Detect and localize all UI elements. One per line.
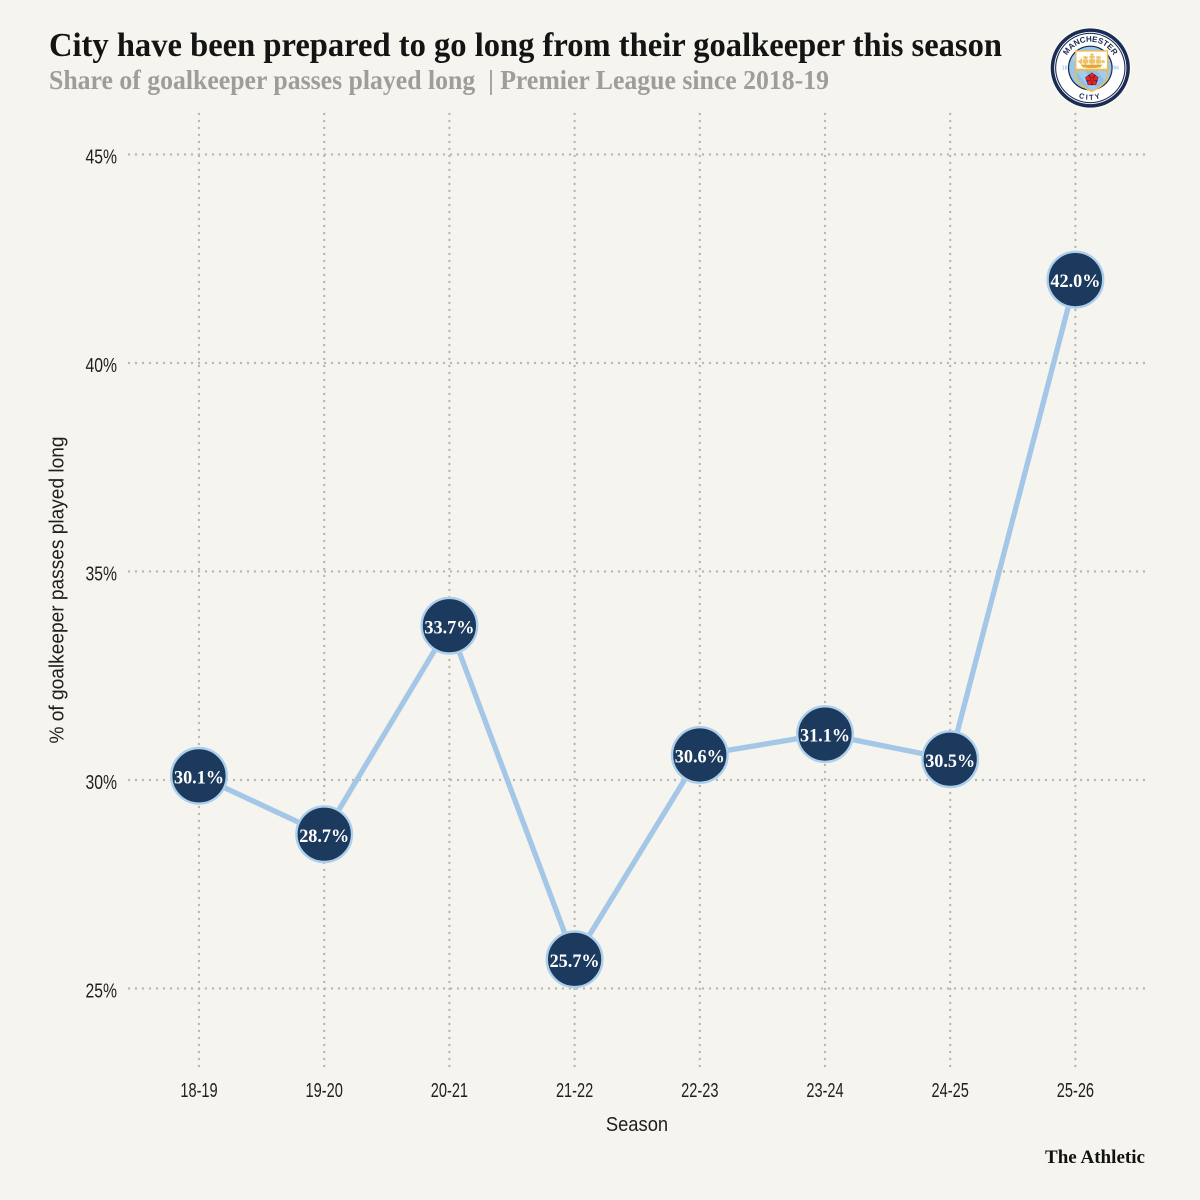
svg-text:24-25: 24-25 <box>932 1080 969 1102</box>
svg-text:30.6%: 30.6% <box>675 747 725 768</box>
svg-text:33.7%: 33.7% <box>424 617 474 638</box>
svg-text:45%: 45% <box>86 147 118 169</box>
svg-text:25.7%: 25.7% <box>550 951 600 972</box>
svg-text:25-26: 25-26 <box>1057 1080 1094 1102</box>
svg-text:Season: Season <box>606 1113 668 1136</box>
svg-text:22-23: 22-23 <box>681 1080 718 1102</box>
svg-text:% of goalkeeper passes played: % of goalkeeper passes played long <box>47 437 69 744</box>
svg-text:31.1%: 31.1% <box>800 726 850 747</box>
svg-text:30.5%: 30.5% <box>925 751 975 772</box>
svg-text:CITY: CITY <box>1078 91 1103 102</box>
svg-text:94: 94 <box>1113 66 1119 72</box>
svg-text:30.1%: 30.1% <box>174 767 224 788</box>
svg-text:The Athletic: The Athletic <box>1045 1148 1145 1168</box>
svg-text:21-22: 21-22 <box>556 1080 593 1102</box>
svg-text:18-19: 18-19 <box>180 1080 217 1102</box>
svg-text:18: 18 <box>1062 66 1068 72</box>
svg-text:30%: 30% <box>86 772 118 794</box>
svg-text:35%: 35% <box>86 564 118 586</box>
svg-text:19-20: 19-20 <box>306 1080 343 1102</box>
svg-text:23-24: 23-24 <box>806 1080 843 1102</box>
svg-text:City have been prepared to go: City have been prepared to go long from … <box>49 27 1002 64</box>
svg-text:Share of goalkeeper passes pla: Share of goalkeeper passes played long |… <box>49 65 829 95</box>
svg-text:25%: 25% <box>86 981 118 1003</box>
svg-text:40%: 40% <box>86 355 118 377</box>
svg-text:28.7%: 28.7% <box>299 826 349 847</box>
svg-text:42.0%: 42.0% <box>1050 271 1100 292</box>
svg-text:20-21: 20-21 <box>431 1080 468 1102</box>
